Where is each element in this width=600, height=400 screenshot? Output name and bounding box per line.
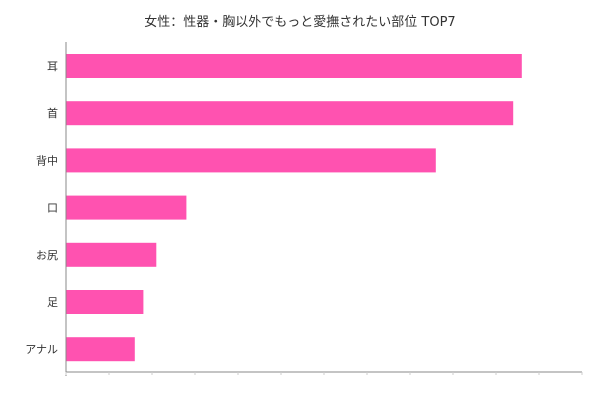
category-label: アナル bbox=[25, 343, 58, 356]
bar bbox=[66, 101, 514, 126]
category-label: 背中 bbox=[36, 153, 58, 167]
bar bbox=[66, 290, 144, 314]
bars-group bbox=[66, 54, 522, 362]
bar bbox=[66, 54, 522, 78]
bar bbox=[66, 337, 135, 362]
bar bbox=[66, 195, 187, 220]
axes-group bbox=[65, 42, 583, 376]
category-label: 足 bbox=[47, 296, 58, 309]
chart-title: 女性：性器・胸以外でもっと愛撫されたい部位 TOP7 bbox=[144, 14, 455, 30]
category-label: お尻 bbox=[36, 249, 58, 262]
category-label: 口 bbox=[47, 202, 58, 215]
bar bbox=[66, 242, 157, 267]
bar bbox=[66, 148, 436, 173]
category-label: 首 bbox=[47, 106, 58, 120]
category-label: 耳 bbox=[47, 60, 58, 73]
